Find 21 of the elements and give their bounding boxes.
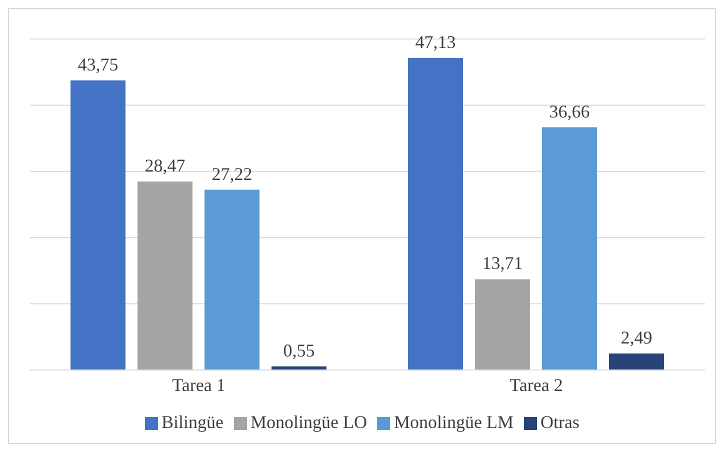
bar — [204, 190, 260, 370]
data-label: 47,13 — [415, 32, 456, 52]
bar — [542, 127, 597, 370]
data-label: 2,49 — [620, 328, 652, 348]
bar — [70, 80, 126, 370]
data-label: 43,75 — [78, 54, 118, 74]
legend-label: Monolingüe LO — [250, 412, 367, 432]
data-label: 28,47 — [144, 156, 186, 176]
data-label: 0,55 — [283, 340, 315, 360]
legend-label: Monolingüe LM — [394, 412, 514, 432]
bar — [609, 354, 664, 370]
data-label: 13,71 — [482, 253, 523, 274]
bar — [408, 58, 463, 370]
bar — [138, 182, 192, 370]
bar — [475, 279, 530, 370]
data-label: 36,66 — [549, 101, 590, 122]
data-label: 27,22 — [212, 164, 252, 184]
x-tick-label: Tarea 1 — [172, 374, 226, 395]
legend-label: Otras — [540, 412, 580, 432]
x-tick-label: Tarea 2 — [510, 374, 563, 395]
legend-label: Bilingüe — [162, 412, 224, 432]
